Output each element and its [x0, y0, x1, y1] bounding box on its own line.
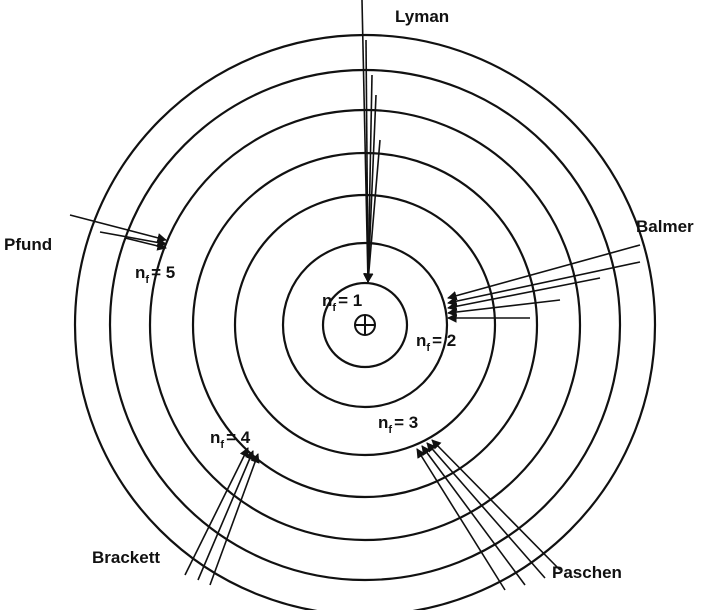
- orbit: [281, 241, 449, 409]
- transition-arrow: [363, 94, 377, 283]
- orbit: [321, 281, 409, 369]
- transition-arrow: [197, 450, 255, 581]
- series-label: Lyman: [395, 7, 449, 26]
- level-label: nf = 4: [210, 428, 251, 451]
- series-label: Brackett: [92, 548, 160, 567]
- transition-arrow: [421, 445, 526, 586]
- transition-arrow: [69, 214, 167, 243]
- transition-arrow: [99, 231, 167, 248]
- transition-arrow: [184, 447, 249, 576]
- transition-arrow: [447, 277, 601, 312]
- level-label: nf = 1: [322, 291, 362, 314]
- orbit: [108, 68, 622, 582]
- level-label: nf = 3: [378, 413, 418, 436]
- transition-arrow: [363, 74, 373, 283]
- transition-arrow: [363, 139, 381, 283]
- transition-arrow: [447, 244, 641, 301]
- series-label: Balmer: [636, 217, 694, 236]
- nucleus: [354, 314, 376, 336]
- transition-arrow: [416, 448, 506, 591]
- orbit: [73, 33, 657, 610]
- transition-arrow: [447, 299, 561, 317]
- transitions: [69, 0, 641, 591]
- transition-arrow: [431, 439, 561, 571]
- series-label: Pfund: [4, 235, 52, 254]
- orbit: [233, 193, 497, 457]
- level-label: nf = 2: [416, 331, 456, 354]
- transition-arrow: [447, 261, 641, 306]
- transition-arrow: [209, 453, 260, 586]
- level-label: nf = 5: [135, 263, 175, 286]
- transition-arrow: [124, 237, 167, 251]
- series-label: Paschen: [552, 563, 622, 582]
- transition-arrow: [363, 39, 373, 283]
- transition-arrow: [426, 442, 546, 579]
